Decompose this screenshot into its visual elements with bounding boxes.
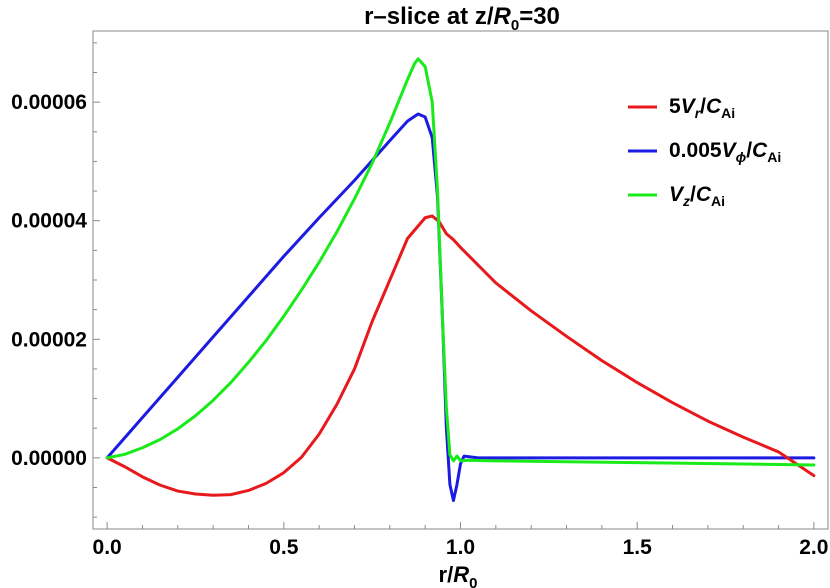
legend: 5Vr/CAi 0.005Vϕ/CAi Vz/CAi <box>628 95 781 209</box>
legend-vz-var: V <box>669 183 685 206</box>
legend-vz-den-sub: Ai <box>711 193 725 209</box>
legend-vphi-sub: ϕ <box>736 149 747 165</box>
legend-label-vphi: 0.005Vϕ/CAi <box>669 139 781 165</box>
legend-vr-den-sub: Ai <box>721 105 735 121</box>
x-tick-label: 1.0 <box>446 536 475 559</box>
chart-title-suffix: =30 <box>519 3 560 30</box>
y-axis-ticks: 0.00000 0.00002 0.00004 0.00006 <box>11 42 100 518</box>
x-axis-ticks: 0.0 0.5 1.0 1.5 2.0 <box>93 522 828 559</box>
y-tick-label: 0.00000 <box>11 447 87 470</box>
x-axis-label-sub: 0 <box>469 575 477 588</box>
series-line-vr <box>105 214 816 497</box>
series-lines <box>105 57 816 503</box>
chart-title: r–slice at z/R0=30 <box>364 3 560 34</box>
x-tick-label: 0.0 <box>93 536 122 559</box>
chart-title-sub: 0 <box>511 17 519 34</box>
legend-vz-sub: z <box>682 193 690 209</box>
series-line-vphi <box>105 112 816 503</box>
legend-vphi-den-sub: Ai <box>767 149 781 165</box>
y-tick-label: 0.00006 <box>11 91 87 114</box>
x-tick-label: 2.0 <box>799 536 828 559</box>
x-tick-label: 0.5 <box>269 536 299 559</box>
legend-vr-den: C <box>706 95 722 118</box>
x-axis-label-prefix: r/ <box>439 562 454 587</box>
chart-title-var: R <box>494 3 512 30</box>
legend-vr-coef: 5 <box>669 95 681 118</box>
y-tick-label: 0.00002 <box>11 328 87 351</box>
series-line-vz <box>105 57 816 467</box>
x-axis-label: r/R0 <box>439 562 478 588</box>
y-tick-label: 0.00004 <box>11 210 87 233</box>
x-axis-label-var: R <box>453 562 469 587</box>
chart-title-prefix: r–slice at z/ <box>364 3 494 30</box>
legend-label-vz: Vz/CAi <box>669 183 725 209</box>
legend-vz-den: C <box>696 183 712 206</box>
legend-vphi-den: C <box>752 139 768 162</box>
legend-vr-sub: r <box>695 105 702 121</box>
legend-vr-var: V <box>681 95 697 118</box>
legend-vphi-var: V <box>722 139 738 162</box>
legend-vphi-coef: 0.005 <box>669 139 722 162</box>
legend-label-vr: 5Vr/CAi <box>669 95 735 121</box>
x-tick-label: 1.5 <box>623 536 653 559</box>
